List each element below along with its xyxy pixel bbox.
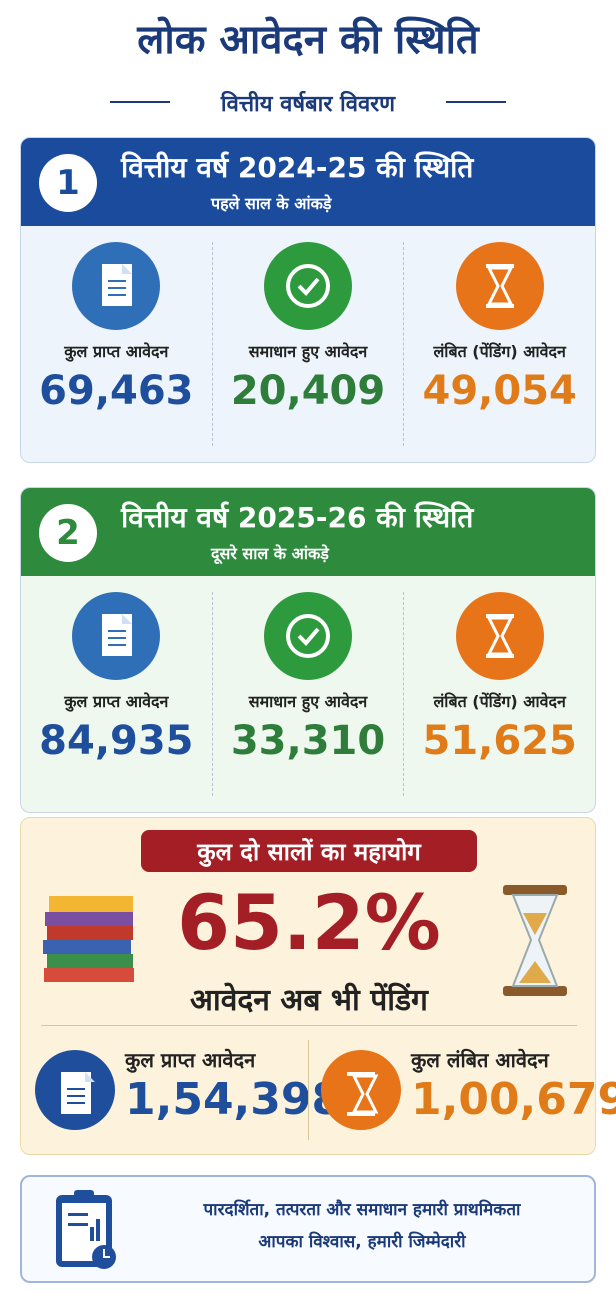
page-title: लोक आवेदन की स्थिति (137, 17, 479, 63)
section-card: 2 वित्तीय वर्ष 2025-26 की स्थिति दूसरे साल… (20, 487, 596, 813)
stat-icon (455, 242, 544, 330)
stat-value: 49,054 (422, 368, 577, 414)
pending-caption: आवेदन अब भी पेंडिंग (190, 983, 428, 1018)
stat-label: समाधान हुए आवेदन (248, 342, 368, 361)
stats-row: कुल प्राप्त आवेदन 84,935 समाधान हुए आवेदन 3… (21, 576, 595, 812)
stat-icon (264, 592, 352, 680)
stat-value: 69,463 (39, 368, 194, 414)
page-subtitle: वित्तीय वर्षबार विवरण (220, 92, 396, 117)
stat-icon (72, 592, 161, 680)
total-value: 1,54,398 (125, 1074, 343, 1125)
stat-label: कुल प्राप्त आवेदन (64, 692, 169, 711)
section-number: 1 (39, 154, 97, 212)
stat: लंबित (पेंडिंग) आवेदन 51,625 (404, 592, 595, 796)
footer-line: आपका विश्वास, हमारी जिम्मेदारी (258, 1232, 466, 1252)
section-title: वित्तीय वर्ष 2024-25 की स्थिति (121, 151, 474, 184)
section-subtitle: पहले साल के आंकड़े (211, 194, 332, 213)
stat-value: 33,310 (230, 718, 386, 764)
total-label: कुल लंबित आवेदन (411, 1048, 549, 1072)
stat-value: 51,625 (422, 718, 577, 764)
divider (308, 1040, 309, 1140)
stats-row: कुल प्राप्त आवेदन 69,463 समाधान हुए आवेदन 2… (21, 226, 595, 462)
stat-value: 20,409 (230, 368, 386, 414)
total-value: 1,00,679 (411, 1074, 616, 1125)
stat: लंबित (पेंडिंग) आवेदन 49,054 (404, 242, 595, 446)
section-header: 1 वित्तीय वर्ष 2024-25 की स्थिति पहले साल … (21, 138, 595, 226)
stat-label: समाधान हुए आवेदन (248, 692, 368, 711)
total-icon (35, 1050, 115, 1130)
stat-icon (72, 242, 161, 330)
rule (110, 101, 170, 103)
section-card: 1 वित्तीय वर्ष 2024-25 की स्थिति पहले साल … (20, 137, 596, 463)
stat-icon (264, 242, 352, 330)
divider (41, 1025, 577, 1026)
stat: कुल प्राप्त आवेदन 84,935 (21, 592, 213, 796)
summary: कुल दो सालों का महायोग 65.2% आवेदन अब भी… (20, 817, 616, 1155)
clipboard-icon (56, 1190, 116, 1269)
total-label: कुल प्राप्त आवेदन (125, 1048, 256, 1072)
rule (446, 101, 506, 103)
stat-label: कुल प्राप्त आवेदन (64, 342, 169, 361)
stat-icon (455, 592, 544, 680)
stat-label: लंबित (पेंडिंग) आवेदन (433, 692, 566, 711)
hourglass-icon (503, 885, 567, 996)
footer: पारदर्शिता, तत्परता और समाधान हमारी प्रा… (20, 1175, 596, 1283)
section-header: 2 वित्तीय वर्ष 2025-26 की स्थिति दूसरे साल… (21, 488, 595, 576)
stat-value: 84,935 (39, 718, 194, 764)
section-subtitle: दूसरे साल के आंकड़े (211, 544, 329, 563)
stat: कुल प्राप्त आवेदन 69,463 (21, 242, 213, 446)
pending-percent: 65.2% (177, 878, 441, 967)
total-icon (321, 1050, 401, 1130)
stat: समाधान हुए आवेदन 20,409 (213, 242, 405, 446)
stat: समाधान हुए आवेदन 33,310 (213, 592, 405, 796)
section-number: 2 (39, 504, 97, 562)
summary-badge: कुल दो सालों का महायोग (141, 830, 477, 872)
footer-line: पारदर्शिता, तत्परता और समाधान हमारी प्रा… (203, 1200, 521, 1220)
books-icon (43, 896, 134, 982)
stat-label: लंबित (पेंडिंग) आवेदन (433, 342, 566, 361)
section-title: वित्तीय वर्ष 2025-26 की स्थिति (121, 501, 474, 534)
